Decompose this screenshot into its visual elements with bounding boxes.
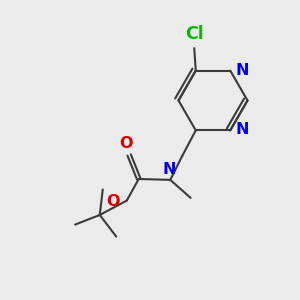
Text: O: O — [106, 194, 120, 209]
Text: O: O — [119, 136, 132, 152]
Text: Cl: Cl — [185, 25, 204, 43]
Text: N: N — [163, 162, 176, 177]
Text: N: N — [236, 62, 249, 77]
Text: N: N — [236, 122, 249, 137]
